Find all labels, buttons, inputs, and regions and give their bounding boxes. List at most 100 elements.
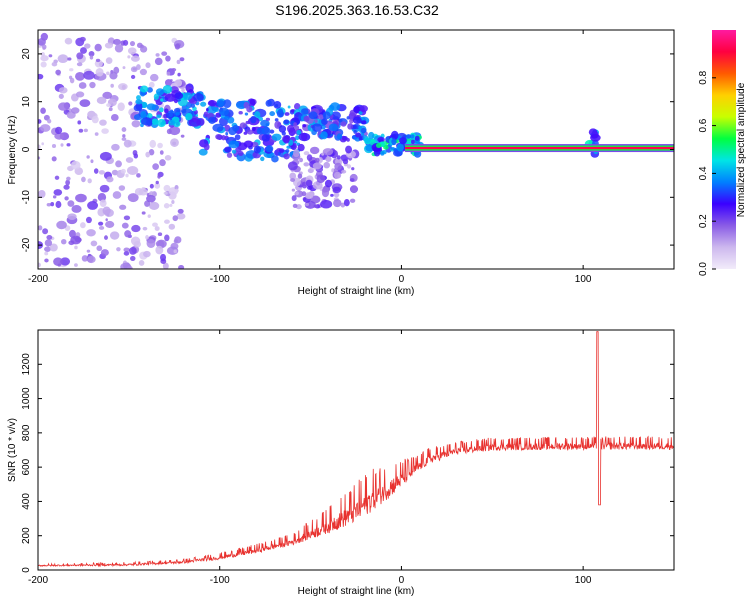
spectrogram-blob <box>140 111 147 119</box>
spectrogram-blob <box>99 199 107 207</box>
spectrogram-blob <box>51 143 57 148</box>
spectrogram-blob <box>314 157 320 163</box>
spectrogram-blob <box>155 180 159 185</box>
spectrogram-blob <box>123 251 130 256</box>
spectrogram-blob <box>74 237 82 243</box>
spectrogram-blob <box>146 87 153 93</box>
spectrogram-blob <box>44 251 49 256</box>
spectrogram-blob <box>182 92 193 100</box>
spectrogram-blob <box>312 181 323 190</box>
y-tick-label: 1200 <box>21 353 32 376</box>
spectrogram-blob <box>110 83 114 88</box>
spectrogram-blob <box>377 136 385 143</box>
snr-plot-area <box>38 330 674 570</box>
spectrogram-blob <box>131 120 141 128</box>
spectrogram-blob <box>340 202 346 208</box>
spectrogram-blob <box>302 123 307 128</box>
spectrogram-blob <box>308 111 318 120</box>
y-tick-label: 1000 <box>21 387 32 410</box>
y-tick-label: -10 <box>21 190 32 205</box>
spectrogram-blob <box>146 113 153 119</box>
spectrogram-blob <box>38 73 44 80</box>
spectrogram-blob <box>293 122 298 127</box>
spectrogram-blob <box>118 185 126 191</box>
spectrogram-blob <box>112 191 122 199</box>
spectrogram-blob <box>261 134 271 142</box>
spectrogram-blob <box>223 99 232 109</box>
x-tick-label: 0 <box>399 575 405 586</box>
spectrogram-blob <box>149 183 154 189</box>
spectrogram-blob <box>94 132 99 136</box>
spectrogram-blob <box>133 104 143 112</box>
spectrogram-blob <box>134 187 144 196</box>
spectrogram-blob <box>67 200 75 207</box>
spectrogram-blob <box>149 139 157 148</box>
spectrogram-blob <box>238 110 243 115</box>
spectrogram-blob <box>80 222 86 229</box>
spectrogram-blob <box>205 108 209 112</box>
spectrogram-blob <box>75 91 85 98</box>
colorbar-label: Normalized spectral amplitude <box>736 82 747 217</box>
spectrogram-blob <box>102 91 113 99</box>
spectrogram-blob <box>168 126 181 136</box>
spectrogram-blob <box>284 112 290 116</box>
spectrogram-blob <box>105 57 113 65</box>
spectrogram-blob <box>85 216 92 224</box>
spectrogram-blob <box>135 98 143 105</box>
spectrogram-blob <box>203 143 210 151</box>
y-tick-label: 10 <box>21 96 32 108</box>
spectrogram-blob <box>393 148 398 154</box>
spectrogram-blob <box>74 263 78 267</box>
spectrogram-blob <box>40 107 46 114</box>
spectrogram-blob <box>290 178 296 182</box>
spectrogram-blob <box>165 55 171 62</box>
spectrogram-blob <box>278 108 284 113</box>
colorbar-tick-label: 0.0 <box>698 262 709 276</box>
spectrogram-blob <box>181 108 187 114</box>
spectrogram-blob <box>128 101 133 106</box>
spectrogram-blob <box>168 223 176 230</box>
x-tick-label: 100 <box>575 575 592 586</box>
spectrogram-blob <box>149 73 159 82</box>
spectrogram-blob <box>291 188 296 192</box>
spectrogram-blob <box>66 143 71 147</box>
spectrogram-blob <box>125 173 129 178</box>
spectrogram-blob <box>69 229 76 238</box>
spectrogram-blob <box>292 203 298 208</box>
spectrogram-blob <box>213 107 220 113</box>
spectrogram-blob <box>53 257 63 266</box>
spectrogram-blob <box>271 155 279 163</box>
spectrogram-blob <box>173 107 181 114</box>
spectrogram-blob <box>163 184 171 192</box>
spectrogram-blob <box>162 84 173 94</box>
spectrogram-blob <box>223 115 230 121</box>
spectrogram-blob <box>106 176 114 183</box>
spectrogram-blob <box>81 255 89 262</box>
spectrogram-blob <box>143 250 151 258</box>
spectrogram-blob <box>340 121 347 127</box>
spectrogram-blob <box>93 168 99 174</box>
spectrogram-blob <box>55 200 62 209</box>
spectrogram-blob <box>54 175 60 180</box>
spectrogram-blob <box>66 176 71 181</box>
spectrogram-blob <box>181 88 185 93</box>
spectrogram-blob <box>321 117 328 126</box>
spectrogram-blob <box>157 142 163 149</box>
spectrogram-blob <box>86 229 96 237</box>
spectrogram-blob <box>38 156 41 160</box>
spectrogram-blob <box>52 195 57 199</box>
spectrogram-blob <box>42 44 47 50</box>
spectrogram-blob <box>146 195 156 203</box>
spectrogram-blob <box>38 262 41 268</box>
spectrogram-blob <box>152 222 158 227</box>
spectrogram-blob <box>301 191 307 197</box>
spectrogram-blob <box>90 159 94 164</box>
spectrogram-blob <box>336 133 343 140</box>
spectrogram-blob <box>98 170 105 175</box>
spectrogram-blob <box>40 124 51 132</box>
spectrogram-blob <box>89 55 94 60</box>
spectrogram-blob <box>358 125 363 130</box>
spectrogram-blob <box>86 249 91 253</box>
spectrogram-blob <box>253 145 261 154</box>
spectrogram-blob <box>126 265 133 269</box>
